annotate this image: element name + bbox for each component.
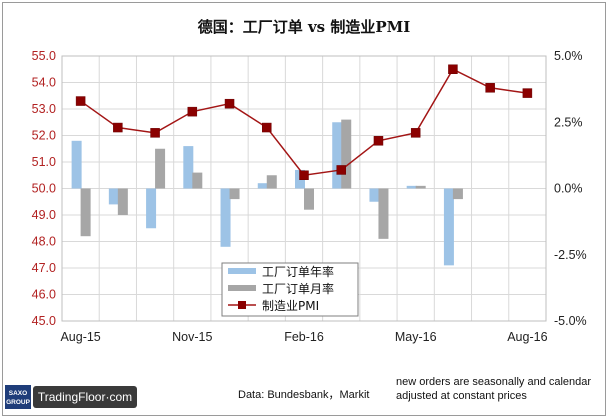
bar-mom <box>378 188 389 239</box>
legend-swatch-mom <box>228 285 256 291</box>
bar-yoy <box>332 122 343 189</box>
bar-yoy <box>443 188 454 266</box>
bar-mom <box>304 188 314 210</box>
pmi-point <box>75 96 86 106</box>
pmi-point <box>336 165 346 175</box>
left-tick-label: 48.0 <box>32 235 56 249</box>
legend-label-mom: 工厂订单月率 <box>262 281 334 296</box>
right-axis: 5.0% 2.5% 0.0% -2.5% -5.0% <box>554 49 587 328</box>
left-axis: 55.0 54.0 53.0 52.0 51.0 50.0 49.0 48.0 47.0 46.0… <box>32 49 56 328</box>
pmi-point <box>373 136 384 146</box>
tradingfloor-logo-text: TradingFloor·com <box>38 390 132 404</box>
chart-title: 德国：工厂订单 vs 制造业PMI <box>198 18 411 36</box>
pmi-point <box>448 64 458 74</box>
saxo-logo-bottom: GROUP <box>6 399 31 406</box>
bar-mom <box>117 188 128 215</box>
saxo-logo-top: SAXO <box>9 390 27 397</box>
legend: 工厂订单年率 工厂订单月率 制造业PMI <box>221 262 359 317</box>
plot-area-border <box>61 55 547 322</box>
x-tick-label: May-16 <box>395 330 437 344</box>
left-tick-label: 49.0 <box>32 208 56 222</box>
bar-mom <box>452 188 463 200</box>
x-axis: Aug-15 Nov-15 Feb-16 May-16 Aug-16 <box>60 330 547 344</box>
bar-yoy <box>146 188 157 229</box>
left-tick-label: 54.0 <box>32 76 56 90</box>
x-tick-label: Aug-15 <box>60 330 100 344</box>
right-tick-label: 5.0% <box>554 49 583 63</box>
pmi-point <box>113 122 123 133</box>
bar-yoy <box>108 188 119 205</box>
right-tick-label: 2.5% <box>554 115 583 129</box>
legend-swatch-yoy <box>228 268 256 274</box>
line-series <box>75 64 533 180</box>
left-tick-label: 50.0 <box>32 182 56 196</box>
pmi-point <box>485 83 495 93</box>
bar-yoy <box>183 146 194 189</box>
source-text: Data: Bundesbank，Markit <box>238 389 369 401</box>
pmi-point <box>262 122 272 133</box>
left-tick-label: 51.0 <box>32 155 56 169</box>
legend-label-pmi: 制造业PMI <box>262 299 319 313</box>
note-line-2: adjusted at constant prices <box>396 390 527 402</box>
bar-series <box>71 119 463 266</box>
left-tick-label: 46.0 <box>32 288 56 302</box>
legend-label-yoy: 工厂订单年率 <box>262 264 334 279</box>
right-tick-label: -5.0% <box>554 314 587 328</box>
right-tick-label: -2.5% <box>554 248 587 262</box>
pmi-point <box>150 128 160 138</box>
left-tick-label: 53.0 <box>32 102 56 116</box>
pmi-point <box>187 106 198 117</box>
x-tick-label: Aug-16 <box>507 330 547 344</box>
pmi-point <box>224 98 235 109</box>
right-tick-label: 0.0% <box>554 182 583 196</box>
tradingfloor-logo <box>33 386 137 408</box>
pmi-point <box>410 128 421 138</box>
bar-mom <box>341 119 352 189</box>
bar-mom <box>80 188 91 237</box>
x-tick-label: Nov-15 <box>172 330 212 344</box>
bar-yoy <box>406 185 417 189</box>
bar-mom <box>155 148 166 189</box>
pmi-point <box>299 170 309 180</box>
pmi-line <box>80 68 528 177</box>
bar-mom <box>229 188 240 200</box>
left-tick-label: 45.0 <box>32 314 56 328</box>
bar-yoy <box>369 188 380 202</box>
legend-marker-pmi <box>238 301 246 309</box>
x-tick-label: Feb-16 <box>284 330 324 344</box>
bar-yoy <box>257 183 268 189</box>
bar-mom <box>415 185 426 189</box>
bar-mom <box>192 172 203 189</box>
left-tick-label: 52.0 <box>32 129 56 143</box>
bar-yoy <box>220 188 231 247</box>
left-tick-label: 55.0 <box>32 49 56 63</box>
bar-mom <box>266 175 277 189</box>
footer: SAXO GROUP TradingFloor·com Data: Bundes… <box>5 376 591 409</box>
left-tick-label: 47.0 <box>32 261 56 275</box>
note-line-1: new orders are seasonally and calendar <box>396 376 591 388</box>
pmi-point <box>522 88 533 98</box>
bar-yoy <box>71 140 82 189</box>
saxo-logo <box>5 385 31 409</box>
